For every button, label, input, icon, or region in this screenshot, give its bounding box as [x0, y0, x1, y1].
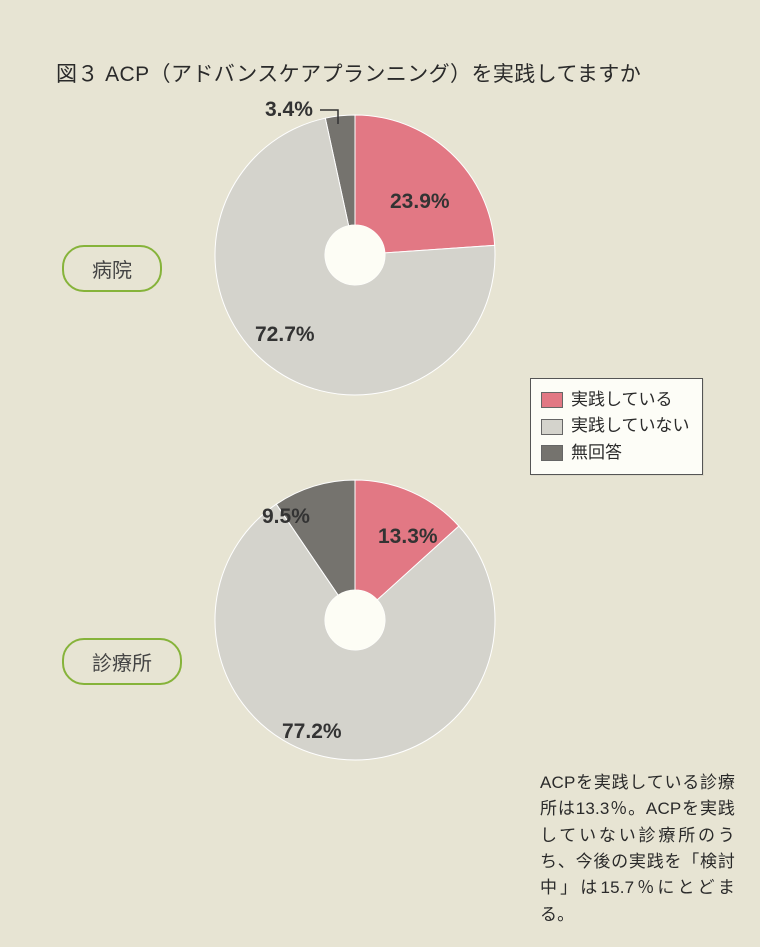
legend: 実践している実践していない無回答: [530, 378, 703, 475]
legend-label: 実践していない: [571, 413, 690, 439]
pct-label-clinic-not_practicing: 77.2%: [282, 720, 342, 744]
legend-swatch: [541, 392, 563, 408]
pct-label-clinic-no_answer: 9.5%: [262, 505, 310, 529]
pct-label-hospital-not_practicing: 72.7%: [255, 323, 315, 347]
legend-label: 実践している: [571, 387, 673, 413]
pct-label-hospital-no_answer: 3.4%: [265, 98, 313, 122]
pct-label-clinic-practicing: 13.3%: [378, 525, 438, 549]
legend-item: 無回答: [541, 440, 690, 466]
legend-item: 実践している: [541, 387, 690, 413]
caption-text: ACPを実践している診療所は13.3％。ACPを実践していない診療所のうち、今後…: [540, 770, 735, 928]
legend-swatch: [541, 445, 563, 461]
page: 図３ ACP（アドバンスケアプランニング）を実践してますか 病院 診療所 3.4…: [0, 0, 760, 947]
badge-hospital: 病院: [62, 245, 162, 292]
badge-clinic: 診療所: [62, 638, 182, 685]
legend-item: 実践していない: [541, 413, 690, 439]
legend-swatch: [541, 419, 563, 435]
legend-label: 無回答: [571, 440, 622, 466]
pct-label-hospital-practicing: 23.9%: [390, 190, 450, 214]
